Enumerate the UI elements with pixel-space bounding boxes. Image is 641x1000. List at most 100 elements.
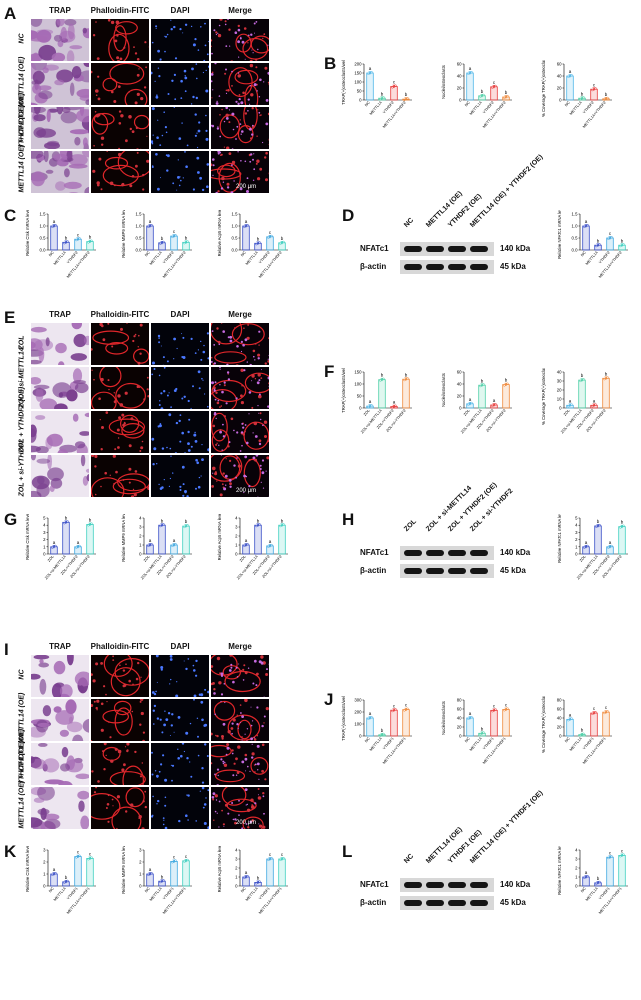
bar-chart-svg: Relative Acp5 mRNA level 01234aZOLbZOL+si… xyxy=(217,512,288,580)
y-tick-label: 40 xyxy=(457,74,462,79)
y-tick-label: 2 xyxy=(139,534,142,539)
data-point xyxy=(54,544,57,548)
category-label: NC xyxy=(364,736,371,743)
category-label: ZOL xyxy=(463,409,471,417)
data-point xyxy=(622,853,625,856)
y-tick-label: 0 xyxy=(459,98,462,103)
data-point xyxy=(270,543,273,547)
bar-chart-svg: TRAP(+)osteoclasts/well 050100150aZOLbZOL… xyxy=(341,367,412,434)
blot-band xyxy=(448,550,466,556)
blot-strip xyxy=(400,564,494,578)
bar xyxy=(466,72,474,101)
micrograph-row-label: ZOL + si-YTHDF2 xyxy=(18,439,26,497)
category-label: ZOL xyxy=(579,555,587,563)
y-tick-label: 300 xyxy=(354,698,362,703)
data-point xyxy=(258,241,261,244)
y-tick-label: 0.0 xyxy=(136,248,143,253)
micrograph-column-header: Merge xyxy=(228,642,252,651)
significance-letter: b xyxy=(597,876,600,881)
blot-band xyxy=(470,246,488,252)
bar-chart: TRAP(+)osteoclasts/well 0 50 100 150 200 a NC b M… xyxy=(340,59,416,133)
significance-letter: c xyxy=(185,854,188,859)
y-tick-label: 4 xyxy=(575,523,578,528)
blot-band xyxy=(470,264,488,270)
significance-letter: c xyxy=(393,703,396,708)
data-point xyxy=(606,376,609,379)
data-point xyxy=(150,542,153,546)
data-point xyxy=(174,859,177,862)
bar xyxy=(170,235,178,251)
significance-letter: b xyxy=(257,518,260,523)
significance-letter: b xyxy=(89,235,92,240)
blot-kda-label: 45 kDa xyxy=(500,898,526,907)
category-label: METTL14 xyxy=(53,251,67,266)
blot-band xyxy=(404,246,422,252)
y-tick-label: 1 xyxy=(43,544,46,549)
y-tick-label: 20 xyxy=(457,725,462,730)
bar xyxy=(402,709,410,737)
category-label: METTL14 xyxy=(369,101,383,116)
blot-strip xyxy=(400,546,494,560)
significance-letter: a xyxy=(569,398,572,403)
bar xyxy=(566,75,574,101)
data-point xyxy=(186,524,189,527)
data-point xyxy=(246,223,249,227)
significance-letter: a xyxy=(593,398,596,403)
significance-letter: a xyxy=(369,399,372,404)
bar xyxy=(378,379,386,409)
significance-letter: a xyxy=(469,397,472,402)
micrograph-tile xyxy=(90,366,150,410)
blot-band xyxy=(426,882,444,888)
significance-letter: b xyxy=(257,236,260,241)
micrograph-tile xyxy=(30,322,90,366)
blot-band xyxy=(470,882,488,888)
data-point xyxy=(570,717,573,720)
bar-chart-svg: Relative Ctsk mRNA level 012345aZOLbZOL+s… xyxy=(25,512,96,580)
blot-band xyxy=(426,900,444,906)
data-point xyxy=(598,880,601,884)
y-tick-label: 20 xyxy=(457,394,462,399)
bar-chart: % Coverage TRAP(+)osteoclasts/well 0 10 20 3… xyxy=(540,355,616,441)
y-tick-label: 40 xyxy=(457,382,462,387)
data-point xyxy=(382,732,385,736)
significance-letter: b xyxy=(405,92,408,97)
bar xyxy=(618,854,626,887)
micrograph-tile xyxy=(150,654,210,698)
y-axis-label: Relative NFATc1 mRNA level xyxy=(557,846,562,895)
data-point xyxy=(494,84,497,88)
y-axis-label: Relative Acp5 mRNA level xyxy=(217,514,222,560)
data-point xyxy=(66,520,69,523)
micrograph-tile xyxy=(90,698,150,742)
data-point xyxy=(78,854,81,857)
y-tick-label: 80 xyxy=(557,698,562,703)
micrograph-tile xyxy=(30,454,90,498)
y-tick-label: 80 xyxy=(457,698,462,703)
bar xyxy=(266,236,274,251)
blot-band xyxy=(470,568,488,574)
significance-letter: b xyxy=(281,236,284,241)
category-label: METTL14+YTHDF1 xyxy=(382,737,407,764)
bar-chart-svg: Relative Acp5 mRNA level 0.0 0.5 1.0 1.5 a NC b… xyxy=(217,208,288,279)
bar-chart-svg: Nuclei/osteoclasts0204060aNCbMETTL14cYTH… xyxy=(441,62,512,129)
bar xyxy=(158,524,166,555)
micrograph-column-header: DAPI xyxy=(170,310,190,319)
data-point xyxy=(246,542,249,546)
data-point xyxy=(150,871,153,875)
data-point xyxy=(174,234,177,237)
y-tick-label: 3 xyxy=(139,525,142,530)
y-tick-label: 1.5 xyxy=(40,212,47,217)
category-label: METTL14+YTHDF1 xyxy=(162,887,187,914)
significance-letter: b xyxy=(257,875,260,880)
data-point xyxy=(78,544,81,548)
blot-kda-label: 45 kDa xyxy=(500,566,526,575)
bar-chart: Relative MMP9 mRNA level 0 1 2 3 4 a ZOL b ZOL+si… xyxy=(120,510,196,587)
bar xyxy=(182,525,190,555)
significance-letter: a xyxy=(173,538,176,543)
y-tick-label: 1 xyxy=(575,875,578,880)
blot-protein-label: β-actin xyxy=(360,898,387,907)
bar xyxy=(602,711,610,737)
bar-chart: % Coverage TRAP(+)osteoclasts/well 0 20 40 6… xyxy=(540,47,616,133)
significance-letter: c xyxy=(505,703,508,708)
category-label: METTL14+YTHDF1 xyxy=(598,887,623,914)
y-tick-label: 200 xyxy=(354,710,362,715)
